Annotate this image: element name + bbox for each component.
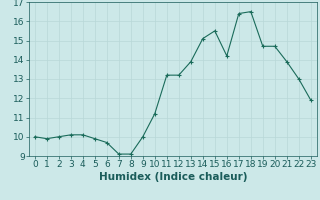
X-axis label: Humidex (Indice chaleur): Humidex (Indice chaleur) (99, 172, 247, 182)
